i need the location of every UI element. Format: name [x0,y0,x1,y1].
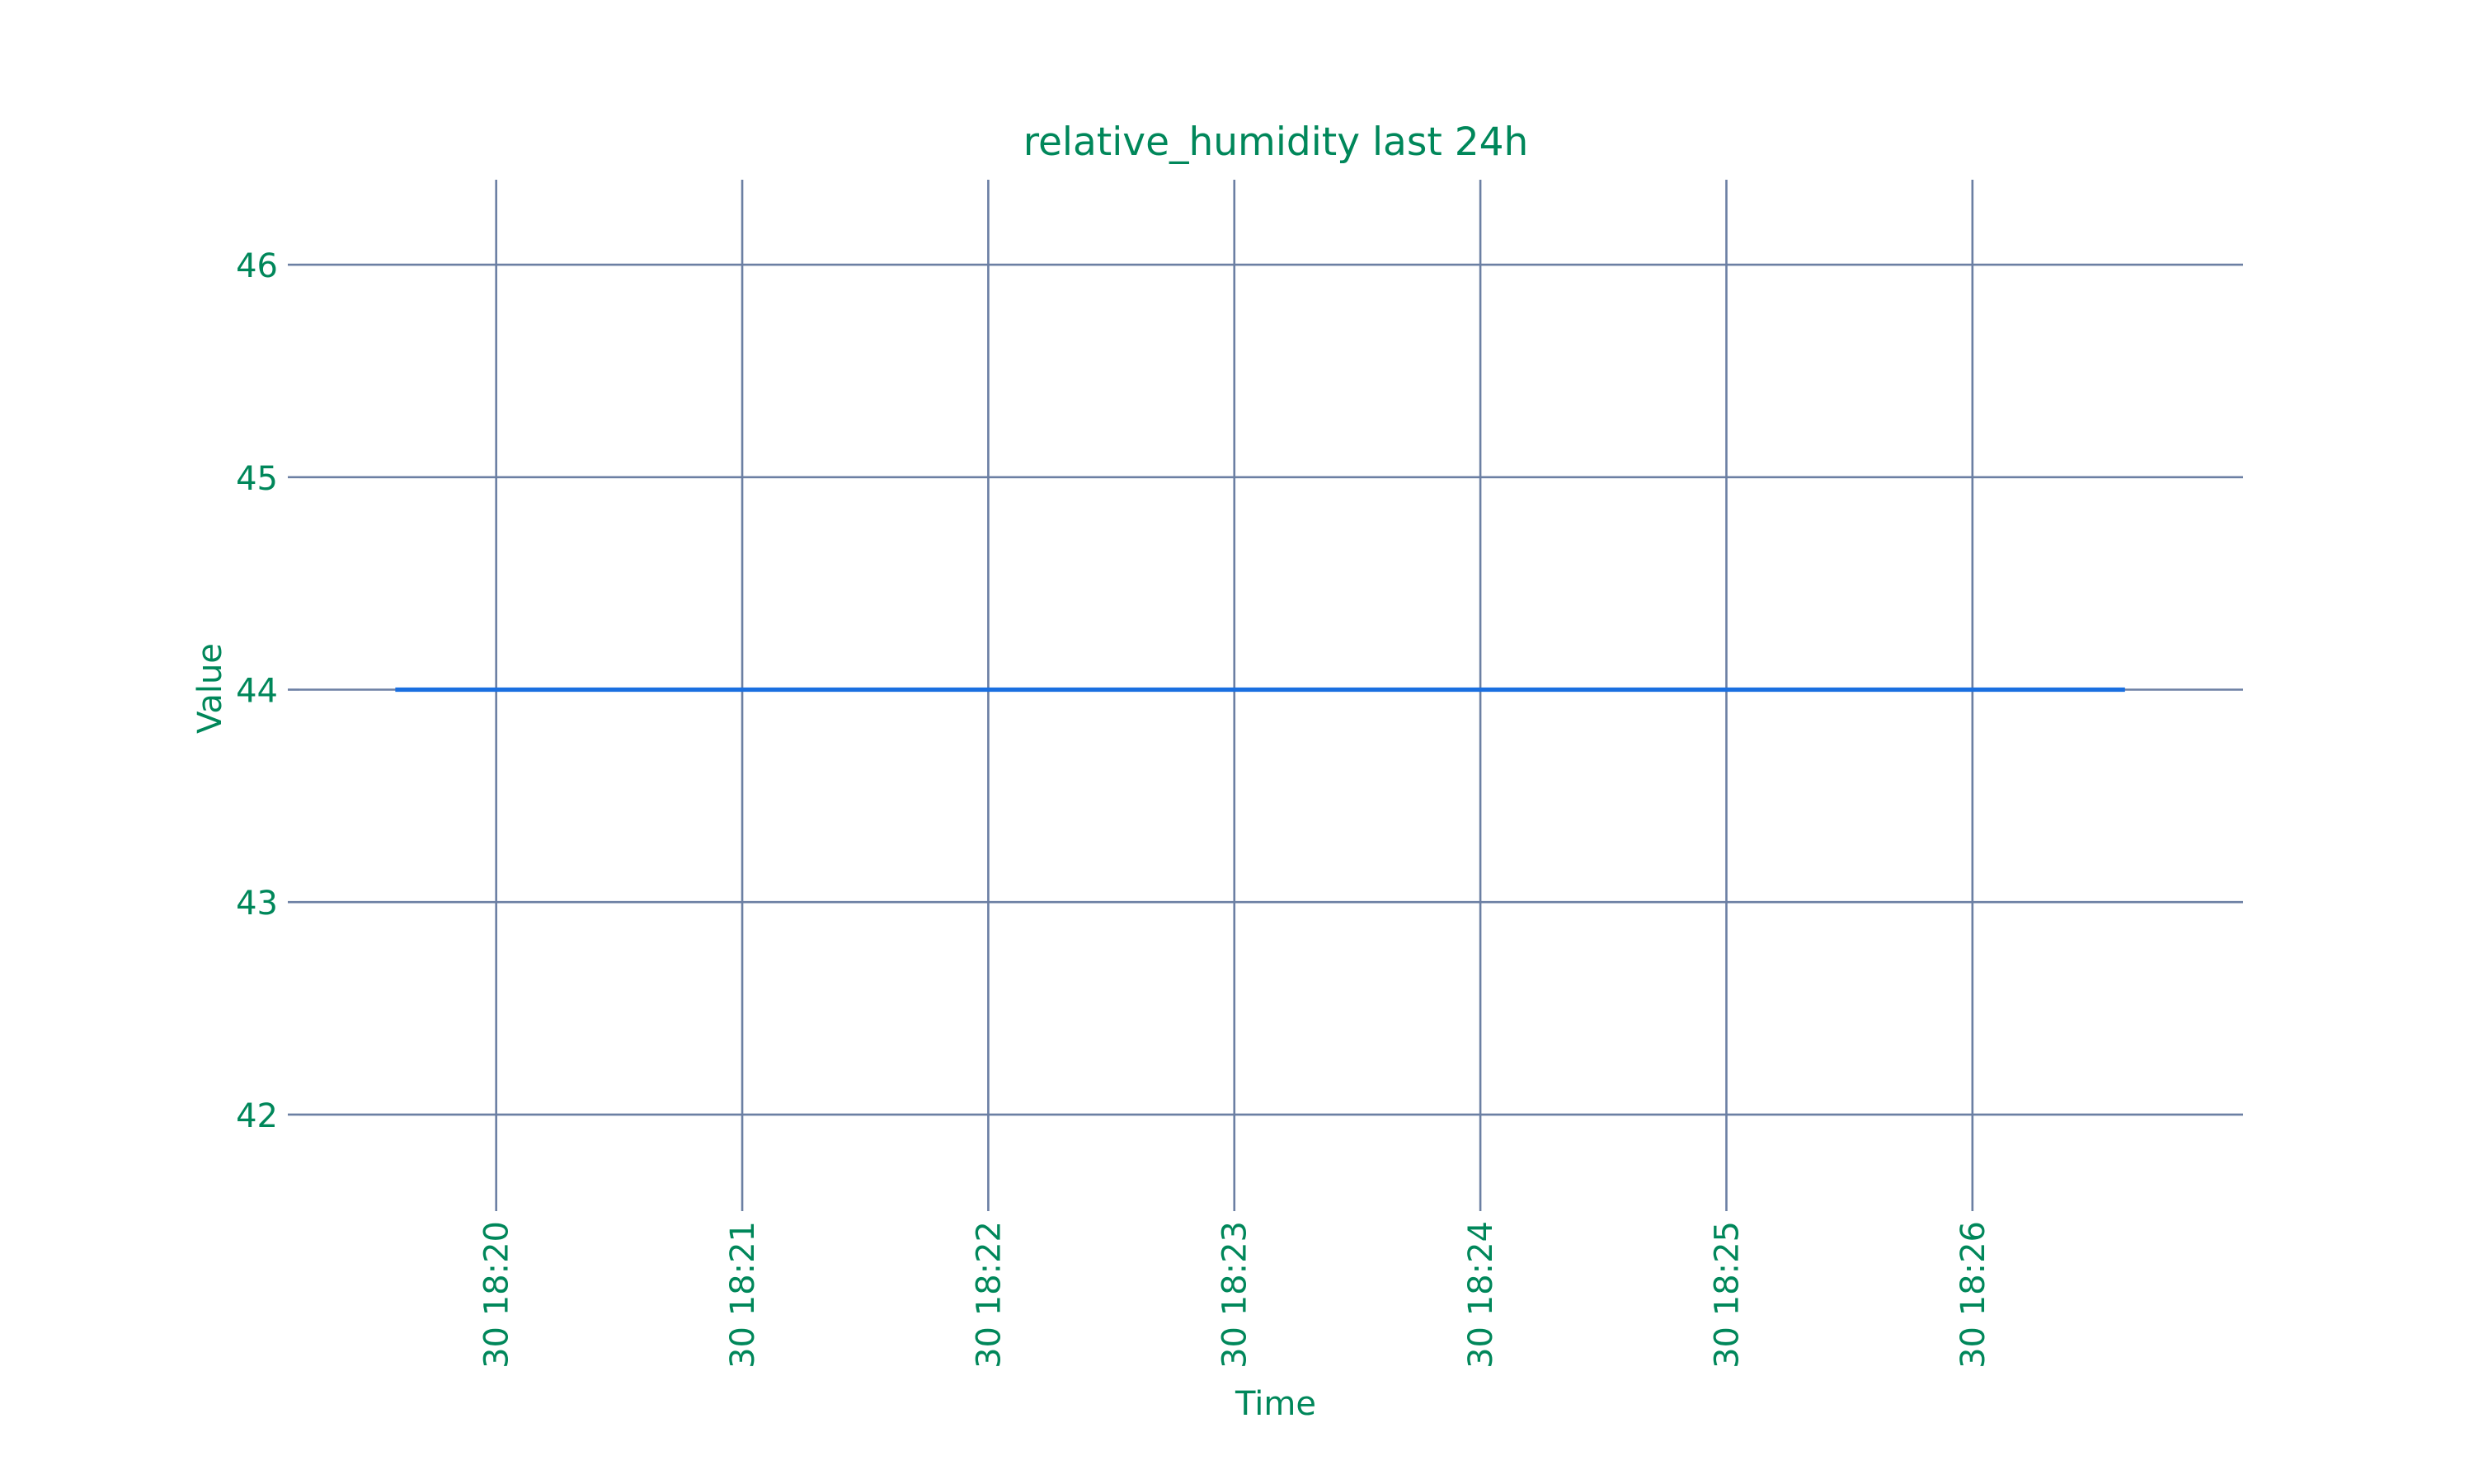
x-tick-label: 30 18:22 [970,1221,1008,1369]
y-axis-label: Value [191,643,229,734]
x-tick-label: 30 18:20 [478,1221,516,1369]
y-tick-label: 42 [236,1097,278,1135]
x-tick-label: 30 18:21 [724,1221,762,1369]
x-tick-label: 30 18:23 [1216,1221,1254,1369]
y-tick-label: 43 [236,885,278,923]
y-tick-label: 44 [236,673,278,711]
x-tick-label: 30 18:26 [1954,1221,1992,1369]
x-axis-label: Time [1235,1385,1316,1423]
x-tick-label: 30 18:25 [1708,1221,1746,1369]
chart-title: relative_humidity last 24h [1023,120,1529,165]
x-tick-label: 30 18:24 [1462,1221,1500,1369]
y-tick-label: 45 [236,460,278,498]
ticks-layer: 42 43 44 45 46 30 18:20 30 18:21 30 18:22 30 18:… [236,247,1992,1369]
y-tick-label: 46 [236,247,278,285]
